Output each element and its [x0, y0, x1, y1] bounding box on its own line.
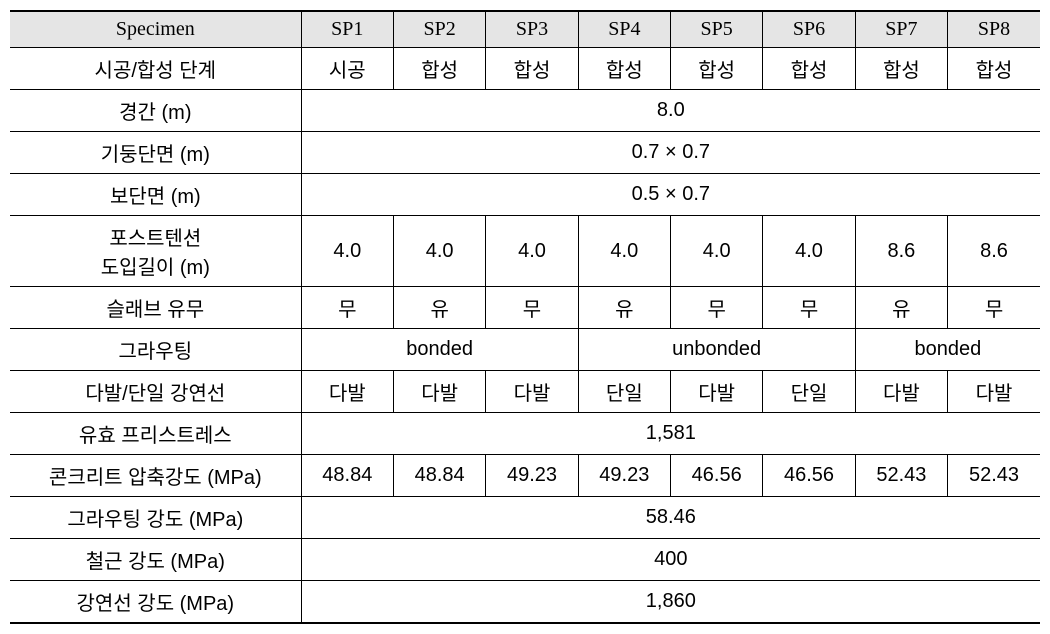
cell: 다발 — [671, 371, 763, 413]
specimen-table: Specimen SP1 SP2 SP3 SP4 SP5 SP6 SP7 SP8… — [10, 10, 1040, 624]
row-label: 철근 강도 (MPa) — [10, 539, 301, 581]
cell: 단일 — [763, 371, 855, 413]
cell: 다발 — [301, 371, 393, 413]
row-label: 유효 프리스트레스 — [10, 413, 301, 455]
table-row: 기둥단면 (m) 0.7 × 0.7 — [10, 132, 1040, 174]
header-label: Specimen — [10, 11, 301, 48]
row-label: 경간 (m) — [10, 90, 301, 132]
table-row: 시공/합성 단계 시공 합성 합성 합성 합성 합성 합성 합성 — [10, 48, 1040, 90]
cell: 합성 — [948, 48, 1040, 90]
span-cell: unbonded — [578, 329, 855, 371]
row-label: 콘크리트 압축강도 (MPa) — [10, 455, 301, 497]
row-label: 그라우팅 — [10, 329, 301, 371]
cell: 4.0 — [671, 216, 763, 287]
table-row: 보단면 (m) 0.5 × 0.7 — [10, 174, 1040, 216]
span-cell: bonded — [855, 329, 1040, 371]
cell: 4.0 — [301, 216, 393, 287]
table-row: 슬래브 유무 무 유 무 유 무 무 유 무 — [10, 287, 1040, 329]
cell: 무 — [301, 287, 393, 329]
row-label: 그라우팅 강도 (MPa) — [10, 497, 301, 539]
cell: 무 — [948, 287, 1040, 329]
row-label: 시공/합성 단계 — [10, 48, 301, 90]
cell: 48.84 — [393, 455, 485, 497]
col-sp6: SP6 — [763, 11, 855, 48]
cell: 무 — [671, 287, 763, 329]
row-label: 다발/단일 강연선 — [10, 371, 301, 413]
span-cell: 1,860 — [301, 581, 1040, 624]
cell: 유 — [855, 287, 947, 329]
span-cell: 8.0 — [301, 90, 1040, 132]
col-sp5: SP5 — [671, 11, 763, 48]
row-label-line2: 도입길이 (m) — [22, 251, 289, 280]
header-row: Specimen SP1 SP2 SP3 SP4 SP5 SP6 SP7 SP8 — [10, 11, 1040, 48]
cell: 합성 — [393, 48, 485, 90]
cell: 52.43 — [948, 455, 1040, 497]
span-cell: 1,581 — [301, 413, 1040, 455]
col-sp7: SP7 — [855, 11, 947, 48]
cell: 8.6 — [855, 216, 947, 287]
table-row: 콘크리트 압축강도 (MPa) 48.84 48.84 49.23 49.23 … — [10, 455, 1040, 497]
table-row: 다발/단일 강연선 다발 다발 다발 단일 다발 단일 다발 다발 — [10, 371, 1040, 413]
span-cell: 0.7 × 0.7 — [301, 132, 1040, 174]
cell: 49.23 — [486, 455, 578, 497]
cell: 다발 — [948, 371, 1040, 413]
table-row: 유효 프리스트레스 1,581 — [10, 413, 1040, 455]
col-sp4: SP4 — [578, 11, 670, 48]
specimen-table-container: Specimen SP1 SP2 SP3 SP4 SP5 SP6 SP7 SP8… — [10, 10, 1040, 624]
cell: 다발 — [855, 371, 947, 413]
cell: 4.0 — [578, 216, 670, 287]
cell: 46.56 — [763, 455, 855, 497]
cell: 다발 — [486, 371, 578, 413]
cell: 합성 — [578, 48, 670, 90]
cell: 다발 — [393, 371, 485, 413]
cell: 4.0 — [393, 216, 485, 287]
cell: 무 — [763, 287, 855, 329]
cell: 48.84 — [301, 455, 393, 497]
row-label: 슬래브 유무 — [10, 287, 301, 329]
cell: 합성 — [855, 48, 947, 90]
table-row: 경간 (m) 8.0 — [10, 90, 1040, 132]
cell: 4.0 — [763, 216, 855, 287]
cell: 무 — [486, 287, 578, 329]
cell: 52.43 — [855, 455, 947, 497]
table-row: 그라우팅 bonded unbonded bonded — [10, 329, 1040, 371]
cell: 46.56 — [671, 455, 763, 497]
table-row: 강연선 강도 (MPa) 1,860 — [10, 581, 1040, 624]
row-label: 보단면 (m) — [10, 174, 301, 216]
cell: 유 — [578, 287, 670, 329]
cell: 49.23 — [578, 455, 670, 497]
row-label: 강연선 강도 (MPa) — [10, 581, 301, 624]
row-label: 포스트텐션 도입길이 (m) — [10, 216, 301, 287]
col-sp3: SP3 — [486, 11, 578, 48]
cell: 8.6 — [948, 216, 1040, 287]
span-cell: bonded — [301, 329, 578, 371]
table-row: 포스트텐션 도입길이 (m) 4.0 4.0 4.0 4.0 4.0 4.0 8… — [10, 216, 1040, 287]
row-label-line1: 포스트텐션 — [22, 222, 289, 251]
cell: 합성 — [671, 48, 763, 90]
span-cell: 400 — [301, 539, 1040, 581]
cell: 합성 — [763, 48, 855, 90]
span-cell: 0.5 × 0.7 — [301, 174, 1040, 216]
cell: 단일 — [578, 371, 670, 413]
table-row: 철근 강도 (MPa) 400 — [10, 539, 1040, 581]
col-sp2: SP2 — [393, 11, 485, 48]
col-sp1: SP1 — [301, 11, 393, 48]
cell: 합성 — [486, 48, 578, 90]
cell: 4.0 — [486, 216, 578, 287]
col-sp8: SP8 — [948, 11, 1040, 48]
row-label: 기둥단면 (m) — [10, 132, 301, 174]
span-cell: 58.46 — [301, 497, 1040, 539]
cell: 유 — [393, 287, 485, 329]
table-row: 그라우팅 강도 (MPa) 58.46 — [10, 497, 1040, 539]
cell: 시공 — [301, 48, 393, 90]
